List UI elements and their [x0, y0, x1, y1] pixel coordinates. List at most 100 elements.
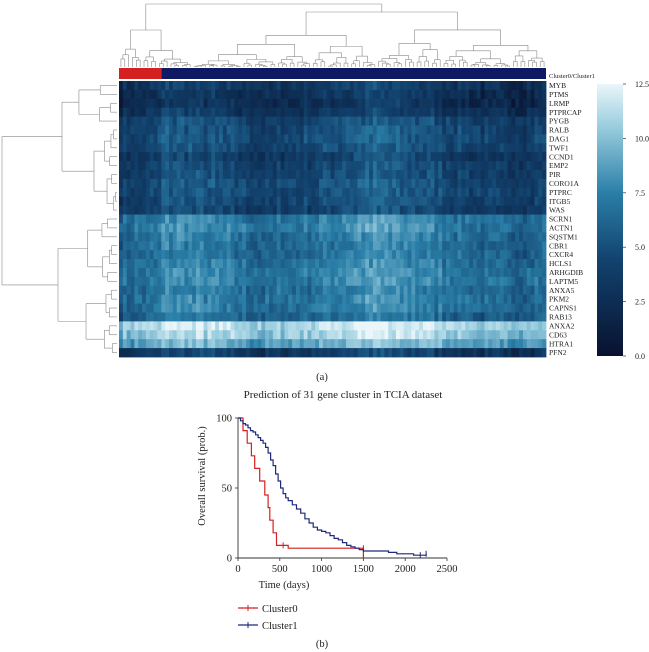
heatmap-cell [195, 125, 201, 135]
heatmap-cell [488, 89, 493, 100]
heatmap-cell [399, 330, 405, 340]
heatmap-cell [530, 348, 535, 358]
heatmap-cell [230, 125, 235, 135]
heatmap-cell [315, 205, 320, 215]
heatmap-cell [399, 241, 405, 251]
heatmap-cell [503, 89, 508, 100]
heatmap-cell [488, 178, 493, 189]
heatmap-cell [357, 178, 362, 189]
heatmap-cell [484, 330, 489, 340]
heatmap-cell [315, 98, 320, 109]
heatmap-cell [122, 196, 128, 207]
heatmap-cell [476, 285, 482, 296]
heatmap-cell [345, 321, 351, 331]
heatmap-cell [453, 107, 458, 118]
heatmap-cell [538, 178, 543, 189]
heatmap-cell [522, 187, 528, 198]
heatmap-cell [272, 81, 278, 91]
heatmap-cell [426, 214, 431, 224]
heatmap-cell [169, 81, 174, 91]
heatmap-cell [180, 330, 185, 340]
heatmap-cell [449, 196, 455, 207]
heatmap-cell [284, 339, 289, 349]
heatmap-cell [138, 178, 143, 189]
heatmap-cell [226, 294, 231, 304]
gene-label: EMP2 [549, 161, 568, 170]
heatmap-cell [261, 161, 266, 171]
heatmap-cell [542, 259, 547, 269]
heatmap-cell [415, 241, 420, 251]
heatmap-cell [249, 232, 255, 242]
heatmap-cell [399, 116, 405, 126]
heatmap-cell [372, 276, 378, 287]
heatmap-cell [292, 152, 297, 162]
heatmap-cell [492, 241, 497, 251]
heatmap-cell [222, 107, 228, 118]
heatmap-cell [134, 125, 139, 135]
heatmap-cell [511, 285, 516, 296]
heatmap-cell [453, 294, 458, 304]
heatmap-cell [511, 250, 516, 260]
heatmap-cell [345, 161, 351, 171]
heatmap-cell [265, 161, 270, 171]
heatmap-cell [342, 276, 347, 287]
heatmap-cell [269, 250, 274, 260]
heatmap-cell [342, 125, 347, 135]
heatmap-cell [211, 294, 216, 304]
heatmap-cell [411, 348, 416, 358]
heatmap-cell [384, 116, 389, 126]
heatmap-cell [253, 294, 258, 304]
heatmap-cell [415, 348, 420, 358]
heatmap-cell [311, 250, 316, 260]
heatmap-cell [180, 143, 185, 153]
heatmap-cell [265, 178, 270, 189]
heatmap-cell [126, 276, 131, 287]
heatmap-cell [334, 321, 339, 331]
heatmap-cell [438, 294, 443, 304]
heatmap-cell [299, 98, 305, 109]
heatmap-cell [349, 170, 355, 180]
heatmap-cell [445, 303, 451, 313]
heatmap-cell [211, 205, 216, 215]
colorbar-tick-label: 12.5 [635, 80, 649, 89]
heatmap-cell [234, 178, 239, 189]
heatmap-cell [172, 259, 178, 269]
heatmap-cell [130, 330, 135, 340]
heatmap-row [119, 170, 547, 180]
heatmap-cell [499, 276, 505, 287]
gene-label: RALB [549, 126, 569, 135]
heatmap-cell [349, 116, 355, 126]
heatmap-cell [184, 196, 189, 207]
heatmap-cell [511, 116, 516, 126]
heatmap-cell [395, 214, 401, 224]
heatmap-cell [361, 178, 366, 189]
heatmap-cell [311, 241, 316, 251]
heatmap-cell [515, 187, 520, 198]
heatmap-cell [145, 232, 151, 242]
heatmap-cell [199, 107, 205, 118]
heatmap-cell [288, 107, 293, 118]
heatmap-cell [365, 81, 370, 91]
heatmap-cell [345, 178, 351, 189]
heatmap-cell [142, 107, 147, 118]
heatmap-cell [295, 259, 301, 269]
heatmap-cell [449, 259, 455, 269]
heatmap-cell [357, 205, 362, 215]
heatmap-cell [330, 241, 335, 251]
heatmap-cell [419, 89, 424, 100]
heatmap-cell [222, 267, 228, 278]
heatmap-cell [376, 152, 381, 162]
heatmap-cell [242, 312, 247, 322]
heatmap-cell [280, 152, 285, 162]
heatmap-cell [311, 223, 316, 233]
heatmap-cell [372, 330, 378, 340]
heatmap-cell [515, 303, 520, 313]
heatmap-cell [353, 330, 358, 340]
heatmap-cell [211, 259, 216, 269]
heatmap-row [119, 81, 547, 91]
heatmap-cell [180, 303, 185, 313]
heatmap-cell [488, 98, 493, 109]
heatmap-cell [384, 250, 389, 260]
heatmap-cell [234, 232, 239, 242]
heatmap-cell [249, 267, 255, 278]
